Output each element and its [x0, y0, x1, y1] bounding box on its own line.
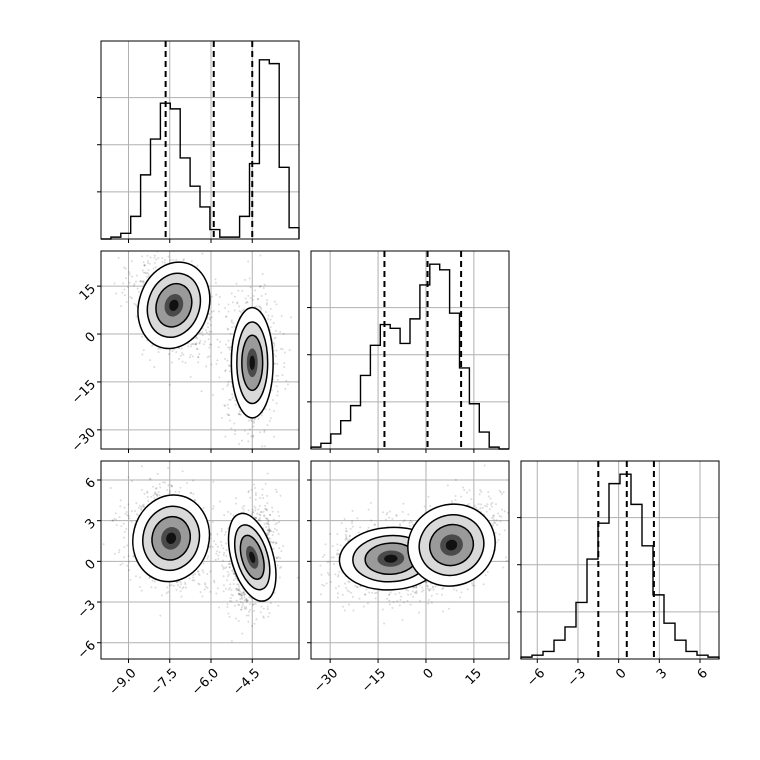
- x-tick-label: 0: [613, 666, 629, 682]
- y-tick-label: −3: [75, 597, 99, 621]
- axes-frame: [520, 460, 720, 660]
- x-tick-label: −3: [565, 666, 589, 690]
- x-tick-label: 3: [654, 666, 670, 682]
- grid-lines: [311, 251, 509, 449]
- density-panel: [101, 465, 299, 643]
- x-tick-label: −30: [311, 666, 341, 696]
- axes-frame: [310, 460, 510, 660]
- density-panel: [113, 251, 292, 449]
- y-tick-label: 3: [83, 516, 99, 532]
- y-tick-label: −30: [69, 425, 99, 455]
- x-tick-label: −6: [524, 666, 548, 690]
- axes-frame: [100, 250, 300, 450]
- axes-frame: [310, 250, 510, 450]
- y-tick-label: 0: [83, 557, 99, 573]
- x-tick-label: −7.5: [148, 666, 181, 699]
- grid-lines: [101, 41, 299, 239]
- x-tick-label: 6: [695, 666, 711, 682]
- histogram-step: [101, 59, 300, 240]
- axes-frame: [100, 460, 300, 660]
- histogram-step: [520, 473, 720, 659]
- density-core: [169, 299, 179, 311]
- x-tick-label: −6.0: [189, 666, 222, 699]
- histogram-step: [310, 263, 509, 450]
- density-core: [166, 532, 177, 544]
- x-tick-label: −9.0: [107, 666, 140, 699]
- grid-lines: [521, 461, 719, 659]
- axes-frame: [100, 40, 300, 240]
- density-core: [384, 554, 398, 563]
- x-tick-label: 0: [421, 666, 437, 682]
- density-core: [249, 551, 256, 564]
- density-core: [445, 539, 458, 551]
- density-core: [249, 355, 255, 370]
- y-tick-label: −15: [69, 377, 99, 407]
- y-tick-label: 6: [83, 475, 99, 491]
- x-tick-label: 15: [463, 666, 485, 688]
- x-tick-label: −15: [359, 666, 389, 696]
- y-tick-label: 0: [83, 329, 99, 345]
- grid-lines: [101, 461, 299, 659]
- y-tick-label: 15: [77, 282, 99, 304]
- x-tick-label: −4.5: [230, 666, 263, 699]
- y-tick-label: −6: [75, 638, 99, 662]
- density-panel: [319, 464, 509, 625]
